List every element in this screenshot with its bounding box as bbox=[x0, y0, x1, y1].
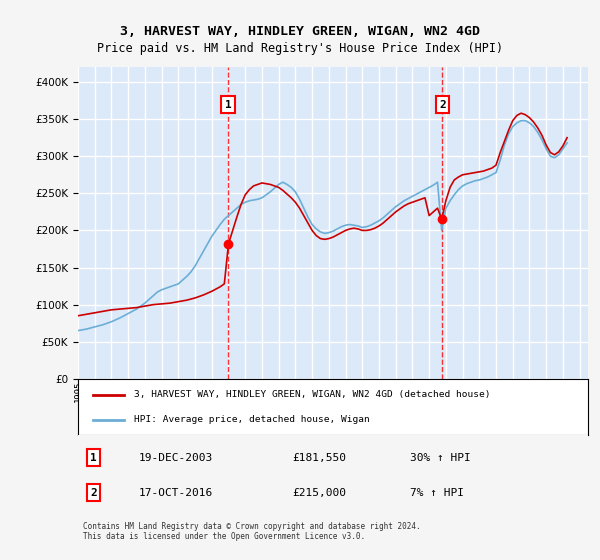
Text: 2: 2 bbox=[439, 100, 446, 110]
Text: 19-DEC-2003: 19-DEC-2003 bbox=[139, 452, 214, 463]
Text: 1: 1 bbox=[90, 452, 97, 463]
Text: £181,550: £181,550 bbox=[292, 452, 346, 463]
Text: Contains HM Land Registry data © Crown copyright and database right 2024.
This d: Contains HM Land Registry data © Crown c… bbox=[83, 521, 421, 541]
Text: 3, HARVEST WAY, HINDLEY GREEN, WIGAN, WN2 4GD (detached house): 3, HARVEST WAY, HINDLEY GREEN, WIGAN, WN… bbox=[134, 390, 491, 399]
Text: £215,000: £215,000 bbox=[292, 488, 346, 498]
Text: HPI: Average price, detached house, Wigan: HPI: Average price, detached house, Wiga… bbox=[134, 415, 370, 424]
Text: 30% ↑ HPI: 30% ↑ HPI bbox=[409, 452, 470, 463]
Text: 17-OCT-2016: 17-OCT-2016 bbox=[139, 488, 214, 498]
Text: 3, HARVEST WAY, HINDLEY GREEN, WIGAN, WN2 4GD: 3, HARVEST WAY, HINDLEY GREEN, WIGAN, WN… bbox=[120, 25, 480, 38]
Text: 2: 2 bbox=[90, 488, 97, 498]
Text: Price paid vs. HM Land Registry's House Price Index (HPI): Price paid vs. HM Land Registry's House … bbox=[97, 42, 503, 55]
Text: 1: 1 bbox=[224, 100, 232, 110]
Text: 7% ↑ HPI: 7% ↑ HPI bbox=[409, 488, 464, 498]
